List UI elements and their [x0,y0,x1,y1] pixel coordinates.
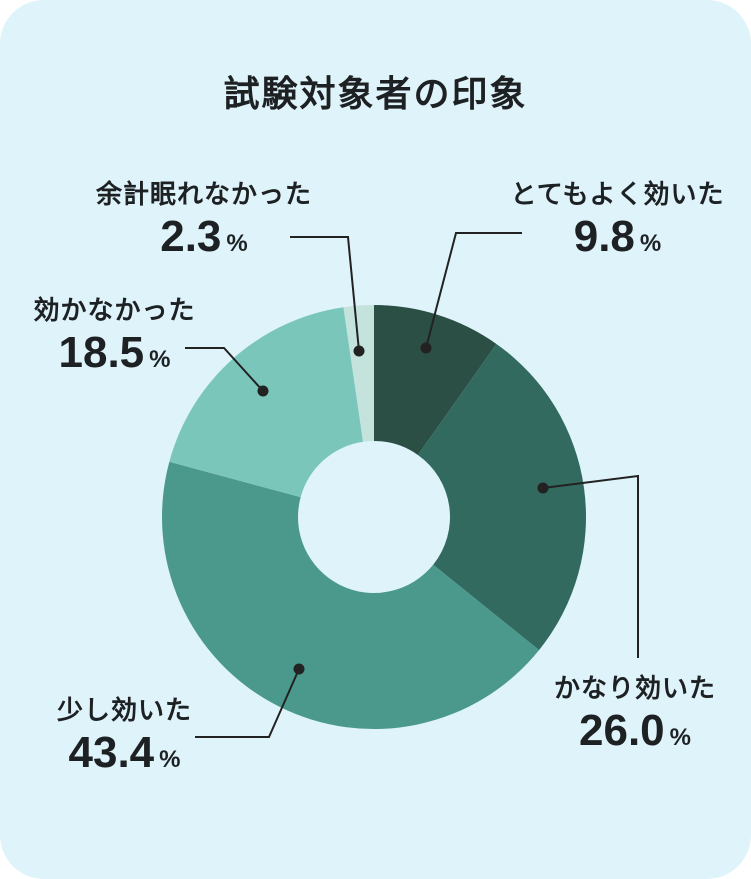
percent-sign: % [159,746,181,773]
donut-segments [162,305,586,729]
callout-totemo-yoku-kiita: とてもよく効いた 9.8% [500,178,735,267]
callout-sukoshi-kiita: 少し効いた 43.4% [27,694,222,783]
leader-line-kanari-kiita [542,474,639,658]
donut-segment-kikanakatta [169,307,364,498]
leader-line-yokei-nemurenakatta [290,236,360,352]
callout-kikanakatta: 効かなかった 18.5% [17,294,212,383]
segment-value: 2.3% [90,214,318,267]
leader-dot-kanari-kiita [537,482,549,494]
leader-dot-totemo-yoku-kiita [420,342,432,354]
donut-segment-totemo-yoku-kiita [374,305,497,455]
donut-segment-kanari-kiita [417,343,586,651]
segment-label: かなり効いた [553,673,716,703]
segment-label: 少し効いた [56,695,192,725]
segment-value: 26.0% [535,708,735,761]
leader-dot-yokei-nemurenakatta [353,345,365,357]
leader-line-sukoshi-kiita [195,668,300,738]
segment-value-number: 9.8 [573,212,635,261]
segment-value-number: 2.3 [160,212,222,261]
segment-label: 効かなかった [33,295,196,325]
segment-value: 18.5% [17,330,212,383]
percent-sign: % [226,230,248,257]
callout-kanari-kiita: かなり効いた 26.0% [535,672,735,761]
callout-yokei-nemurenakatta: 余計眠れなかった 2.3% [90,178,318,267]
segment-value-number: 43.4 [68,728,155,777]
percent-sign: % [669,724,691,751]
leader-dot-sukoshi-kiita [293,663,305,675]
donut-segment-yokei-nemurenakatta [343,305,374,442]
leader-dot-kikanakatta [257,385,269,397]
chart-title: 試験対象者の印象 [223,73,528,114]
leader-line-kikanakatta [185,347,264,392]
donut-segment-sukoshi-kiita [162,461,540,729]
segment-label: 余計眠れなかった [95,179,312,209]
percent-sign: % [639,230,662,257]
segment-value: 43.4% [27,730,222,783]
segment-label: とてもよく効いた [510,179,725,209]
leader-line-totemo-yoku-kiita [425,232,522,349]
segment-value: 9.8% [500,214,735,267]
segment-value-number: 18.5 [58,328,145,377]
percent-sign: % [149,346,171,373]
segment-value-number: 26.0 [579,706,665,755]
callout-leader-lines [185,232,639,738]
